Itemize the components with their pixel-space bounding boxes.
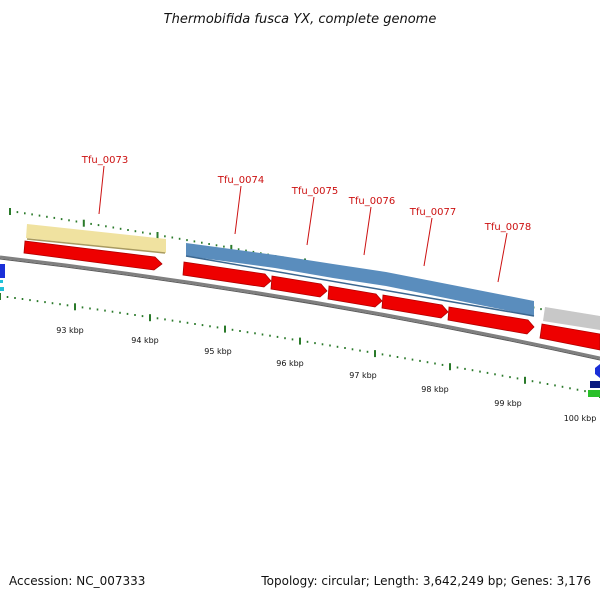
gene-label-tfu0076[interactable]: Tfu_0076	[348, 196, 395, 207]
gene-label-tfu0073[interactable]: Tfu_0073	[81, 155, 128, 166]
feature-bar-blue-2[interactable]	[275, 255, 333, 278]
cds-arrow-tfu0074[interactable]	[182, 261, 272, 288]
cds-arrow-tfu0078[interactable]	[447, 306, 535, 335]
accession-text: Accession: NC_007333	[9, 574, 145, 588]
kbp-label-97: 97 kbp	[349, 371, 377, 380]
map-title: Thermobifida fusca YX, complete genome	[164, 12, 437, 27]
feature-bar-blue-1[interactable]	[186, 243, 275, 268]
gene-label-tfu0077[interactable]: Tfu_0077	[409, 207, 456, 218]
kbp-label-96: 96 kbp	[276, 359, 304, 368]
genome-summary-text: Topology: circular; Length: 3,642,249 bp…	[260, 574, 591, 588]
edge-feature-right-blue[interactable]	[595, 364, 600, 378]
kbp-label-95: 95 kbp	[204, 347, 232, 356]
genome-backbone-edge	[0, 258, 600, 361]
cds-arrow-next[interactable]	[539, 323, 600, 351]
edge-feature-left-blue[interactable]	[0, 264, 5, 278]
genome-backbone	[0, 255, 600, 360]
gene-label-tfu0075[interactable]: Tfu_0075	[291, 186, 338, 197]
feature-bar-yellow-shadow	[26, 238, 166, 254]
cds-arrow-tfu0076[interactable]	[327, 285, 383, 308]
leader-line-tfu0078	[497, 232, 508, 283]
cds-arrow-tfu0077[interactable]	[381, 294, 449, 319]
gene-label-tfu0078[interactable]: Tfu_0078	[484, 222, 531, 233]
edge-feature-left-cyan-1	[0, 280, 3, 283]
cds-arrow-tfu0075[interactable]	[270, 275, 328, 298]
leader-line-tfu0073	[98, 165, 105, 215]
leader-line-tfu0075	[306, 196, 315, 246]
cds-arrow-tfu0073[interactable]	[23, 240, 163, 271]
feature-bar-blue-shadow	[185, 255, 535, 317]
leader-line-tfu0076	[363, 206, 372, 256]
feature-bar-blue-4[interactable]	[386, 272, 534, 316]
kbp-label-100: 100 kbp	[564, 414, 597, 423]
feature-bar-yellow[interactable]	[26, 224, 166, 253]
feature-bar-blue-3[interactable]	[333, 264, 386, 286]
leader-line-tfu0077	[423, 217, 433, 267]
kbp-label-98: 98 kbp	[421, 385, 449, 394]
bottom-scale-ticks	[0, 293, 600, 398]
gene-label-tfu0074[interactable]: Tfu_0074	[217, 175, 264, 186]
edge-feature-right-navy[interactable]	[590, 381, 600, 388]
kbp-label-99: 99 kbp	[494, 399, 522, 408]
edge-feature-right-green[interactable]	[588, 390, 600, 397]
kbp-label-93: 93 kbp	[56, 326, 84, 335]
kbp-label-94: 94 kbp	[131, 336, 159, 345]
edge-feature-left-cyan-2	[0, 287, 4, 291]
feature-bar-gray[interactable]	[543, 307, 600, 330]
leader-line-tfu0074	[234, 185, 242, 235]
